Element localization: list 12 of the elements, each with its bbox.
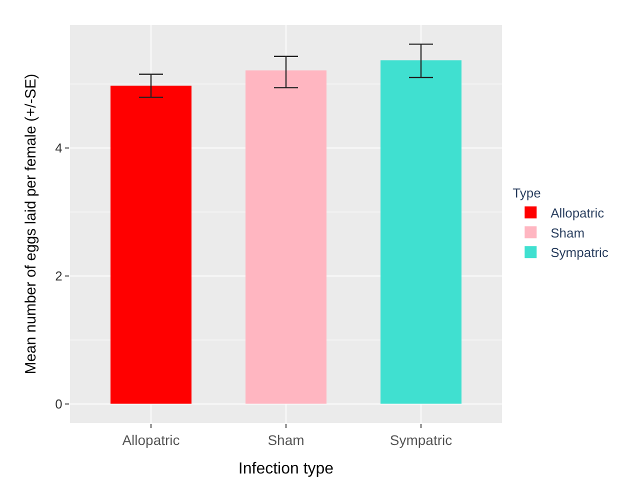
x-tick-label: Sham: [268, 432, 304, 448]
y-tick-label: 2: [55, 268, 62, 284]
y-tick-label: 4: [55, 140, 62, 156]
x-tick-label: Allopatric: [122, 432, 180, 448]
legend-label: Allopatric: [550, 205, 605, 220]
x-tick-label: Sympatric: [390, 432, 452, 448]
legend-label: Sham: [550, 225, 585, 240]
x-axis-title: Infection type: [238, 460, 334, 478]
y-axis-title: Mean number of eggs laid per female (+/-SE): [22, 74, 40, 374]
legend-title: Type: [512, 185, 541, 200]
legend-label: Sympatric: [550, 245, 609, 260]
y-tick-label: 0: [55, 396, 62, 412]
